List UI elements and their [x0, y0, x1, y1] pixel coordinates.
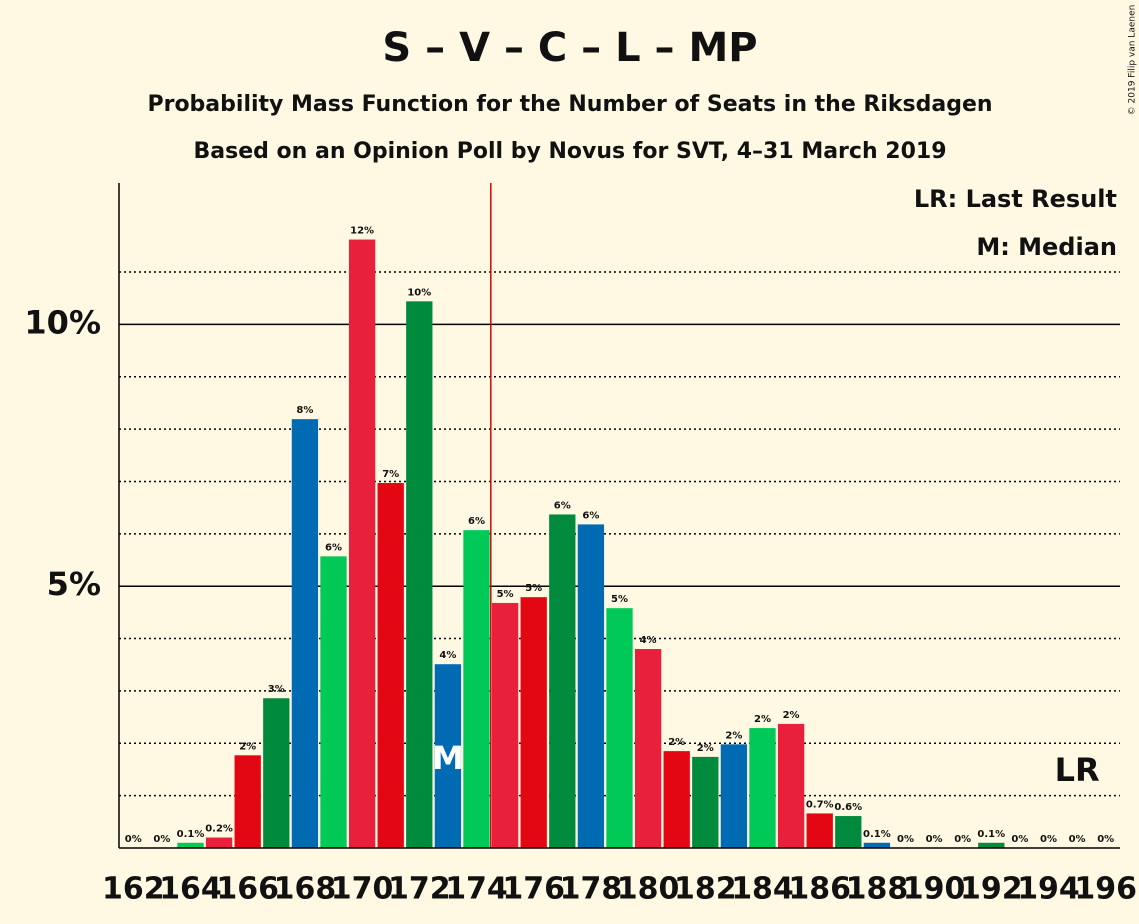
x-tick-label: 164 [159, 872, 222, 907]
x-tick-label: 196 [1074, 872, 1137, 907]
bar [749, 728, 776, 848]
bar [577, 524, 605, 848]
value-label: 6% [325, 542, 342, 553]
bar [549, 514, 576, 848]
bar [263, 698, 290, 848]
bar [606, 608, 633, 848]
bar [177, 842, 204, 848]
x-tick-label: 188 [846, 872, 909, 907]
value-label: 6% [468, 516, 485, 527]
value-label: 0% [1069, 834, 1086, 845]
value-label: 0% [125, 834, 142, 845]
x-tick-label: 174 [445, 872, 508, 907]
value-label: 0.1% [177, 829, 205, 840]
x-tick-label: 192 [960, 872, 1023, 907]
value-label: 0.1% [863, 829, 891, 840]
value-label: 4% [439, 650, 456, 661]
x-tick-label: 176 [502, 872, 565, 907]
x-tick-label: 190 [903, 872, 966, 907]
value-label: 0.2% [205, 824, 233, 835]
value-label: 5% [611, 594, 628, 605]
value-label: 0.7% [806, 799, 834, 810]
bar [978, 842, 1005, 848]
value-label: 2% [239, 741, 256, 752]
value-label: 0% [1040, 834, 1057, 845]
x-tick-label: 178 [560, 872, 623, 907]
value-label: 0% [1097, 834, 1114, 845]
x-tick-label: 166 [216, 872, 279, 907]
chart-subtitle: Based on an Opinion Poll by Novus for SV… [194, 139, 947, 164]
bar [835, 816, 862, 848]
value-label: 2% [783, 710, 800, 721]
bar [634, 649, 662, 848]
value-label: 0.1% [977, 829, 1005, 840]
x-tick-label: 182 [674, 872, 737, 907]
value-label: 10% [407, 287, 431, 298]
value-label: 2% [697, 743, 714, 754]
value-label: 6% [582, 510, 599, 521]
bar [291, 419, 319, 848]
bar [434, 664, 462, 848]
bar [806, 813, 833, 848]
bar [663, 751, 690, 848]
chart-title: S – V – C – L – MP [382, 25, 757, 71]
y-tick-label: 10% [24, 303, 101, 341]
bar [320, 556, 347, 848]
x-tick-label: 184 [731, 872, 794, 907]
legend-entry: M: Median [976, 233, 1117, 261]
value-label: 0% [926, 834, 943, 845]
bar [520, 597, 547, 848]
value-label: 0.6% [834, 802, 862, 813]
bar [692, 756, 719, 848]
value-label: 0% [954, 834, 971, 845]
value-label: 5% [497, 589, 514, 600]
median-marker: M [432, 739, 464, 777]
value-label: 6% [554, 500, 571, 511]
bar [406, 301, 433, 848]
chart-subtitle: Probability Mass Function for the Number… [147, 92, 992, 117]
x-tick-label: 170 [331, 872, 394, 907]
value-label: 7% [382, 469, 399, 480]
bar [777, 723, 805, 848]
last-result-marker: LR [1055, 751, 1100, 789]
value-label: 5% [525, 583, 542, 594]
bar [720, 744, 748, 848]
bar [205, 837, 233, 848]
bar [234, 755, 261, 848]
value-label: 0% [153, 834, 170, 845]
value-label: 4% [640, 635, 657, 646]
value-label: 3% [268, 684, 285, 695]
copyright: © 2019 Filip van Laenen [1128, 5, 1138, 116]
x-tick-label: 180 [617, 872, 680, 907]
bar [863, 842, 891, 848]
x-tick-label: 172 [388, 872, 451, 907]
value-label: 2% [754, 714, 771, 725]
bar [463, 530, 490, 848]
x-tick-label: 194 [1017, 872, 1080, 907]
legend-entry: LR: Last Result [914, 185, 1117, 213]
value-label: 0% [1011, 834, 1028, 845]
y-tick-label: 5% [47, 565, 101, 603]
value-label: 0% [897, 834, 914, 845]
x-tick-label: 162 [102, 872, 165, 907]
bar [491, 602, 519, 848]
x-tick-label: 186 [788, 872, 851, 907]
x-tick-label: 168 [274, 872, 337, 907]
value-label: 2% [668, 737, 685, 748]
value-label: 2% [725, 730, 742, 741]
value-label: 8% [296, 405, 313, 416]
bar [377, 483, 404, 848]
value-label: 12% [350, 226, 374, 237]
bar [348, 239, 376, 849]
